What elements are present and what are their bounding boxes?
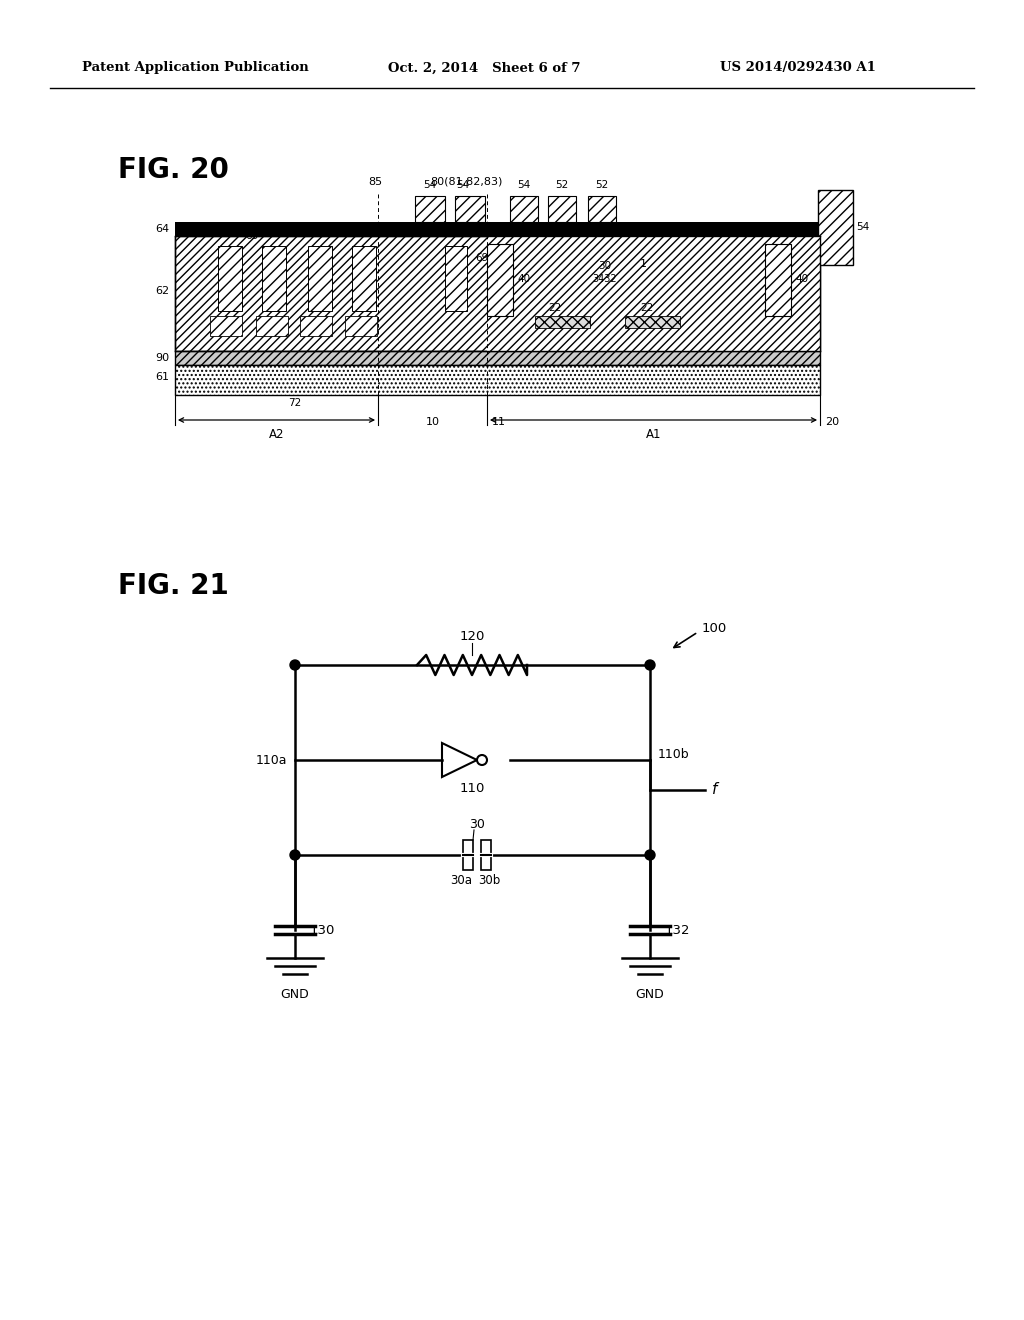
Text: 61: 61 (155, 372, 169, 381)
Text: GND: GND (281, 987, 309, 1001)
Bar (625, 315, 680, 327)
Text: 40: 40 (517, 275, 530, 284)
Text: 40: 40 (795, 275, 808, 284)
Text: 85: 85 (368, 177, 382, 187)
Text: FIG. 21: FIG. 21 (118, 572, 228, 601)
Bar (548, 195, 575, 222)
Text: 54: 54 (517, 180, 530, 190)
Text: 120: 120 (460, 631, 484, 644)
Text: US 2014/0292430 A1: US 2014/0292430 A1 (720, 62, 876, 74)
Text: 11: 11 (492, 417, 506, 426)
Text: 80(81,82,83): 80(81,82,83) (430, 177, 503, 187)
Bar (175, 236, 820, 351)
Text: 1: 1 (640, 259, 647, 269)
Bar (765, 244, 791, 315)
Bar (463, 840, 473, 870)
Text: 110: 110 (460, 781, 484, 795)
Bar (262, 246, 286, 312)
Text: 52: 52 (595, 180, 608, 190)
Text: 110a: 110a (256, 754, 287, 767)
Text: 30a: 30a (450, 874, 472, 887)
Circle shape (290, 660, 300, 671)
Bar (218, 246, 242, 312)
Text: 130: 130 (310, 924, 336, 936)
Text: 110b: 110b (658, 748, 689, 762)
Circle shape (645, 850, 655, 861)
Text: 69: 69 (475, 253, 488, 263)
Bar (445, 246, 467, 312)
Bar (175, 366, 820, 395)
Bar (352, 246, 376, 312)
Bar (345, 315, 377, 337)
Bar (175, 351, 820, 366)
Text: f: f (712, 783, 718, 797)
Bar (818, 190, 853, 265)
Bar (487, 244, 513, 315)
Circle shape (290, 850, 300, 861)
Text: 52: 52 (555, 180, 568, 190)
Bar (210, 315, 242, 337)
Text: 54: 54 (856, 222, 869, 232)
Text: A2: A2 (268, 428, 285, 441)
Text: 54: 54 (423, 180, 436, 190)
Text: FIG. 20: FIG. 20 (118, 156, 229, 183)
Bar (510, 195, 538, 222)
Text: 62: 62 (155, 286, 169, 296)
Text: 72: 72 (289, 399, 302, 408)
Text: 63: 63 (246, 231, 259, 242)
Text: 90: 90 (155, 352, 169, 363)
Bar (256, 315, 288, 337)
Circle shape (645, 660, 655, 671)
Text: 100: 100 (702, 622, 727, 635)
Bar (300, 315, 332, 337)
Bar (535, 315, 590, 327)
Bar (455, 195, 485, 222)
Text: 54: 54 (457, 180, 470, 190)
Text: GND: GND (636, 987, 665, 1001)
Text: 30: 30 (598, 261, 611, 271)
Bar (415, 195, 445, 222)
Text: Patent Application Publication: Patent Application Publication (82, 62, 309, 74)
Text: 10: 10 (426, 417, 439, 426)
Text: Oct. 2, 2014   Sheet 6 of 7: Oct. 2, 2014 Sheet 6 of 7 (388, 62, 581, 74)
Text: A1: A1 (646, 428, 662, 441)
Text: 3432: 3432 (593, 275, 617, 284)
Bar (487, 236, 820, 351)
Text: 132: 132 (665, 924, 690, 936)
Text: 22: 22 (549, 304, 561, 313)
Text: 30b: 30b (478, 874, 500, 887)
Text: 20: 20 (825, 417, 839, 426)
Bar (308, 246, 332, 312)
Bar (588, 195, 616, 222)
Bar (175, 222, 820, 236)
Text: 30: 30 (469, 817, 485, 830)
Text: 22: 22 (640, 304, 653, 313)
Bar (481, 840, 490, 870)
Text: 64: 64 (155, 224, 169, 234)
